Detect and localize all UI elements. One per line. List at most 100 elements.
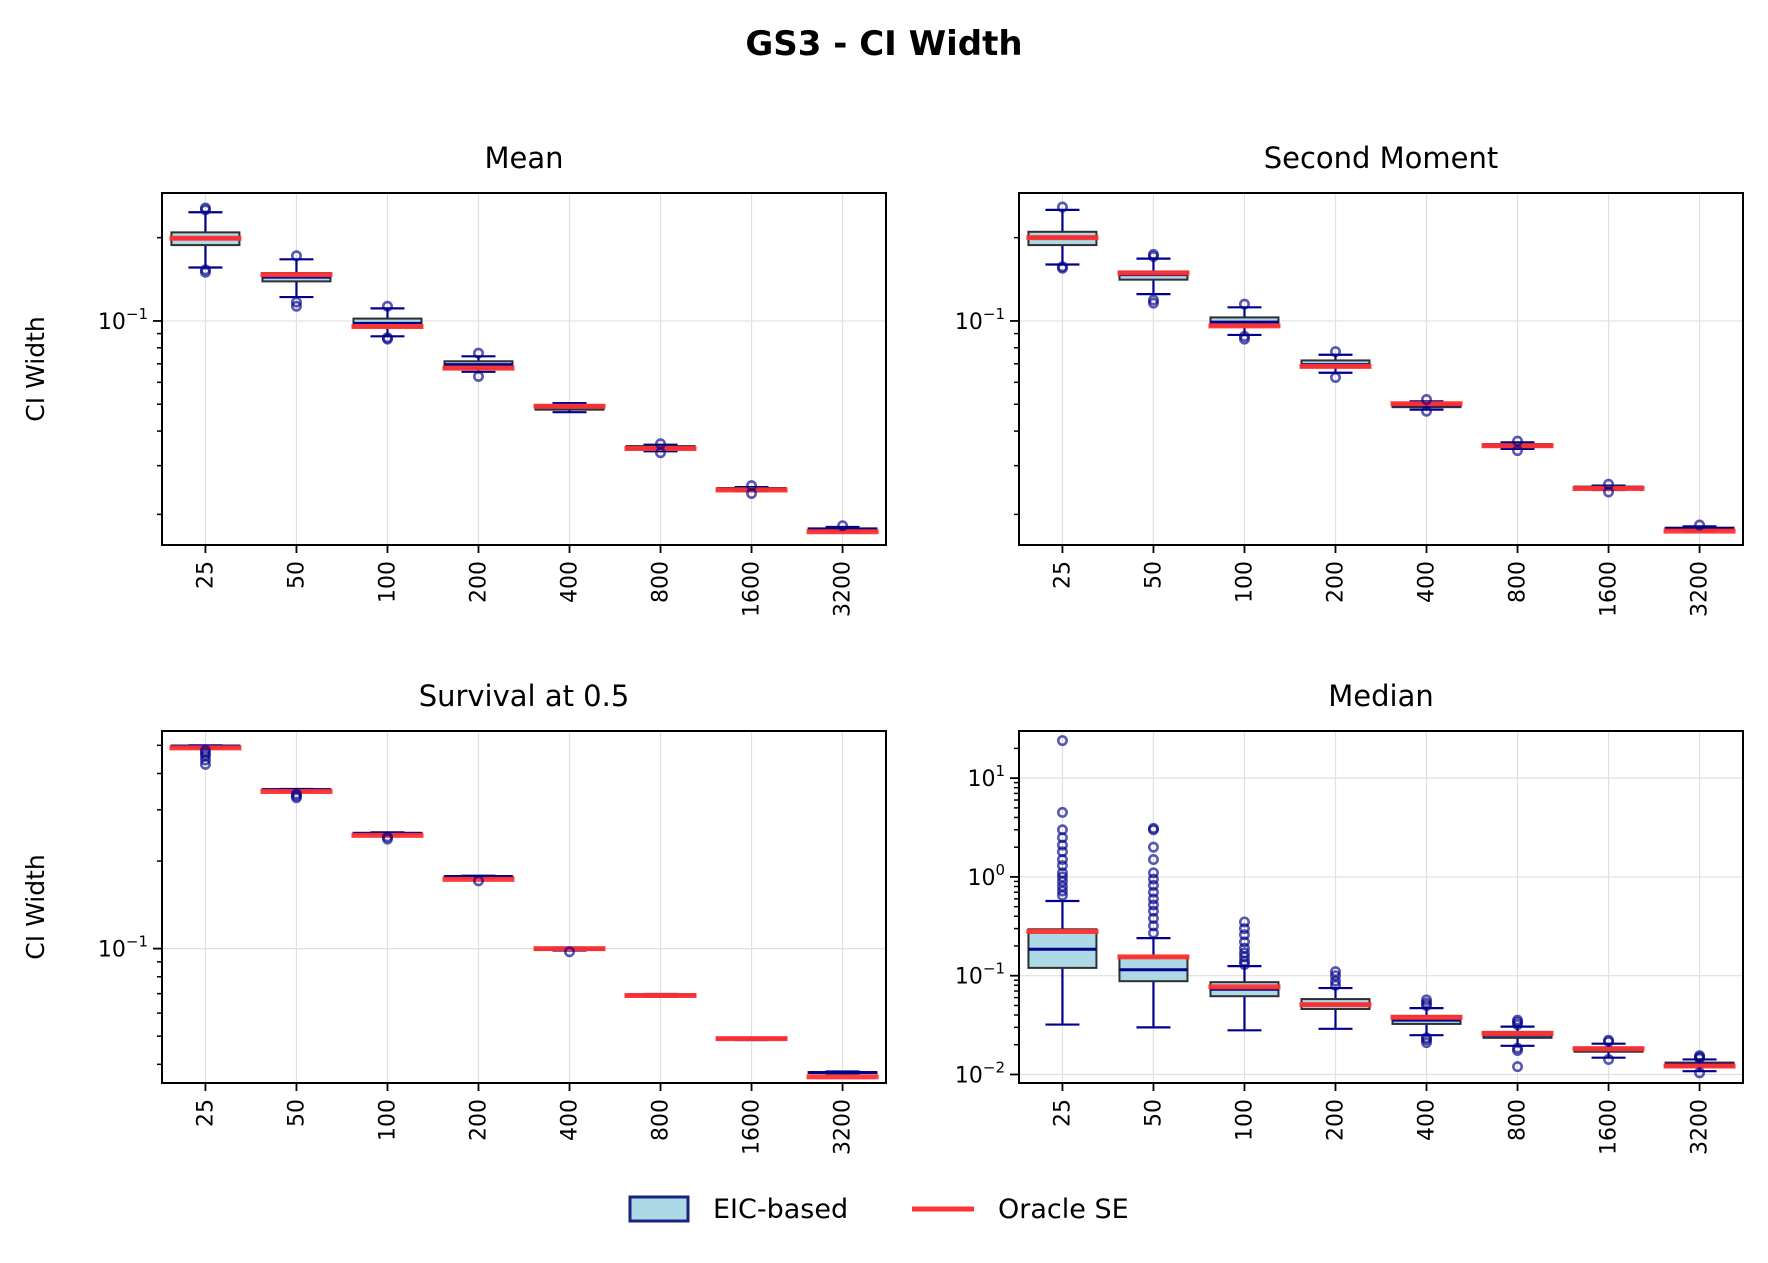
y-tick-label: 10−1 <box>98 305 148 335</box>
outlier-point <box>381 831 393 843</box>
outlier-point <box>1147 867 1159 879</box>
x-tick-label: 400 <box>558 561 583 603</box>
x-tick-label: 50 <box>1141 561 1166 589</box>
x-tick-label: 400 <box>1415 1099 1440 1141</box>
box-50 <box>260 250 333 312</box>
box-400 <box>533 401 606 414</box>
outlier-point <box>472 875 484 887</box>
outlier-point <box>290 250 302 262</box>
box-1600 <box>715 480 788 499</box>
axes-frame <box>161 192 887 546</box>
outlier-point <box>1147 893 1159 905</box>
y-tick-label: 10−2 <box>955 1058 1005 1088</box>
box-200 <box>442 347 515 382</box>
box-100 <box>351 831 424 845</box>
outlier-point <box>1421 405 1433 417</box>
y-tick-label: 10−1 <box>98 933 148 963</box>
box-25 <box>169 744 242 770</box>
chart-title: Mean <box>484 141 563 175</box>
box-50 <box>1117 822 1190 1029</box>
outlier-point <box>1238 942 1250 954</box>
outlier-point <box>1056 846 1068 858</box>
outlier-point <box>1512 435 1524 447</box>
box-50 <box>1117 248 1190 309</box>
outlier-point <box>1056 871 1068 883</box>
chart-panel-3: 10−1 25 50 100 200 400 800 1600 3200 Survival at … <box>21 679 887 1155</box>
x-tick-label: 3200 <box>831 1099 856 1155</box>
outlier-point <box>746 480 758 492</box>
outlier-point <box>1147 905 1159 917</box>
outlier-point <box>1056 261 1068 273</box>
outlier-point <box>1512 1061 1524 1073</box>
box-1600 <box>715 1036 788 1042</box>
box-1600 <box>1572 478 1645 498</box>
x-tick-label: 200 <box>466 1099 491 1141</box>
x-tick-label: 1600 <box>740 561 765 617</box>
x-tick-label: 3200 <box>1688 561 1713 617</box>
outlier-point <box>1147 294 1159 306</box>
outlier-point <box>290 788 302 800</box>
box-400 <box>1390 394 1463 417</box>
box-25 <box>1026 201 1099 274</box>
outlier-point <box>564 946 576 958</box>
outlier-point <box>1238 916 1250 928</box>
x-tick-label: 800 <box>649 561 674 603</box>
box-100 <box>1208 298 1281 345</box>
outlier-point <box>199 264 211 276</box>
axes-frame <box>161 730 887 1084</box>
outlier-point <box>1056 806 1068 818</box>
x-tick-label: 200 <box>466 561 491 603</box>
outlier-point <box>1421 1032 1433 1044</box>
chart-panel-4: 10−2 10−1 100 101 25 50 100 200 400 800 1600 3200 Me… <box>955 679 1744 1155</box>
chart-title: Survival at 0.5 <box>419 679 630 713</box>
x-tick-label: 50 <box>1141 1099 1166 1127</box>
outlier-point <box>1147 841 1159 853</box>
outlier-point <box>1147 854 1159 866</box>
x-tick-label: 800 <box>1506 561 1531 603</box>
outlier-point <box>1512 1014 1524 1026</box>
outlier-point <box>1603 1034 1615 1046</box>
x-tick-label: 3200 <box>831 561 856 617</box>
outlier-point <box>1329 970 1341 982</box>
outlier-point <box>381 332 393 344</box>
outlier-point <box>1603 478 1615 490</box>
outlier-point <box>1147 899 1159 911</box>
legend-eic-swatch <box>628 1195 690 1223</box>
box-800 <box>1481 1014 1554 1073</box>
outlier-point <box>1056 735 1068 747</box>
outlier-point <box>1056 860 1068 872</box>
legend: EIC-based Oracle SE <box>628 1194 1129 1225</box>
outlier-point <box>199 744 211 756</box>
x-tick-label: 25 <box>193 1099 218 1127</box>
legend-eic-label: EIC-based <box>713 1194 848 1225</box>
chart-panel-1: 10−1 25 50 100 200 400 800 1600 3200 Mean CI Width <box>21 141 887 617</box>
outlier-point <box>1147 879 1159 891</box>
box-200 <box>1299 966 1372 1030</box>
chart-panel-2: 10−1 25 50 100 200 400 800 1600 3200 Second Momen… <box>955 141 1744 617</box>
outlier-point <box>655 438 667 450</box>
outlier-point <box>1421 994 1433 1006</box>
x-tick-label: 1600 <box>740 1099 765 1155</box>
box-3200 <box>1663 519 1736 534</box>
x-tick-label: 800 <box>649 1099 674 1141</box>
outlier-point <box>1238 298 1250 310</box>
outlier-point <box>1238 330 1250 342</box>
outlier-point <box>1694 519 1706 531</box>
x-tick-label: 25 <box>193 561 218 589</box>
outlier-point <box>1694 1067 1706 1079</box>
x-tick-label: 50 <box>284 561 309 589</box>
x-tick-label: 200 <box>1323 1099 1348 1141</box>
figure-title: GS3 - CI Width <box>745 24 1022 64</box>
outlier-point <box>472 347 484 359</box>
outlier-point <box>1147 822 1159 834</box>
outlier-point <box>1238 923 1250 935</box>
axes-frame <box>1018 192 1744 546</box>
x-tick-label: 100 <box>1232 561 1257 603</box>
box-3200 <box>1663 1050 1736 1079</box>
box-400 <box>533 946 606 958</box>
outlier-point <box>1329 966 1341 978</box>
chart-title: Median <box>1328 679 1433 713</box>
box-800 <box>624 992 697 998</box>
x-tick-label: 200 <box>1323 561 1348 603</box>
